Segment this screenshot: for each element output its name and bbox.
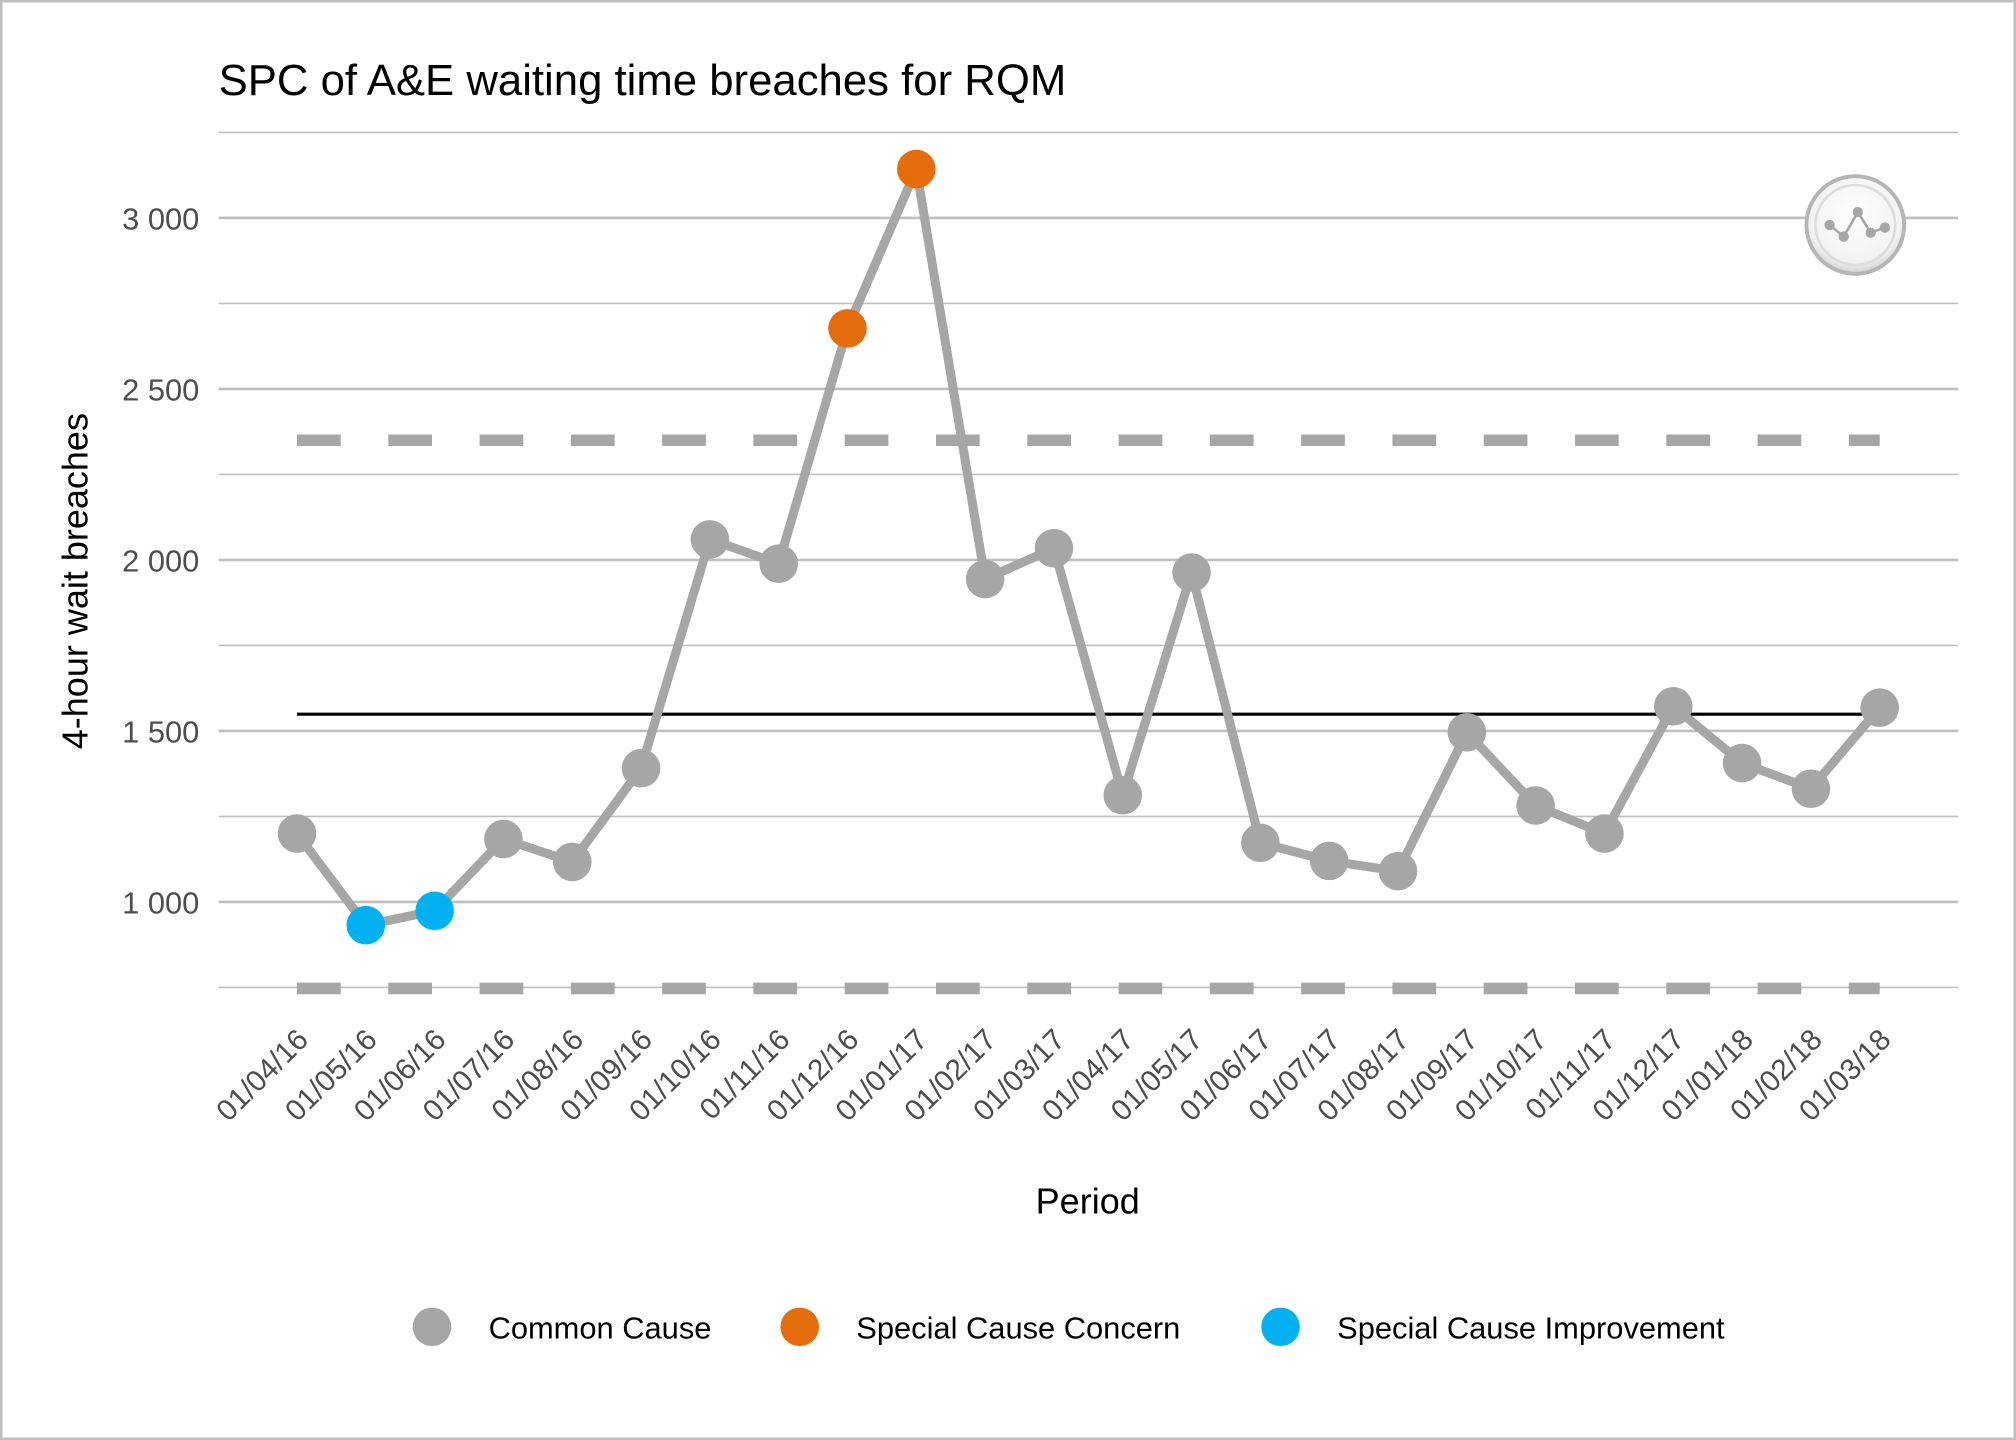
y-axis-ticks: 1 000 1 500 2 000 2 500 3 000	[122, 202, 199, 921]
data-point	[1516, 786, 1555, 825]
data-point	[346, 905, 386, 945]
data-point	[1309, 841, 1349, 881]
data-point	[1241, 823, 1280, 863]
data-point	[552, 842, 592, 882]
data-point	[1103, 775, 1143, 815]
data-series	[277, 149, 1899, 945]
data-point	[1791, 769, 1831, 809]
common-cause-variation-icon	[1804, 174, 1907, 276]
legend-label-common: Common Cause	[489, 1310, 712, 1345]
legend-label-improvement: Special Cause Improvement	[1337, 1310, 1725, 1345]
data-point	[415, 891, 454, 931]
legend-marker-improvement	[1261, 1307, 1300, 1347]
legend: Common Cause Special Cause Concern Special…	[412, 1307, 1725, 1347]
y-tick-label: 2 000	[122, 544, 199, 579]
legend-marker-common	[412, 1307, 452, 1347]
y-tick-label: 3 000	[122, 202, 199, 237]
y-axis-label: 4-hour wait breaches	[54, 413, 95, 749]
data-point	[690, 520, 730, 559]
chart-title: SPC of A&E waiting time breaches for RQM	[219, 56, 1067, 105]
legend-marker-concern	[780, 1307, 819, 1347]
y-tick-label: 2 500	[122, 373, 199, 408]
data-point	[759, 544, 798, 583]
data-point	[1722, 743, 1762, 783]
legend-label-concern: Special Cause Concern	[856, 1310, 1180, 1345]
data-point	[1860, 688, 1899, 727]
data-point	[828, 309, 867, 348]
x-axis-label: Period	[1036, 1181, 1140, 1222]
data-point	[1034, 529, 1074, 568]
data-point	[897, 149, 936, 189]
data-point	[1172, 553, 1211, 592]
y-tick-label: 1 000	[122, 886, 199, 921]
data-point	[1447, 713, 1487, 752]
data-point	[484, 819, 523, 859]
data-point	[621, 748, 661, 788]
data-point	[277, 814, 317, 853]
data-point	[1378, 851, 1418, 891]
control-limits	[297, 434, 1880, 995]
y-tick-label: 1 500	[122, 715, 199, 750]
data-point	[1653, 687, 1693, 726]
data-point	[1585, 814, 1624, 853]
data-point	[965, 559, 1005, 599]
